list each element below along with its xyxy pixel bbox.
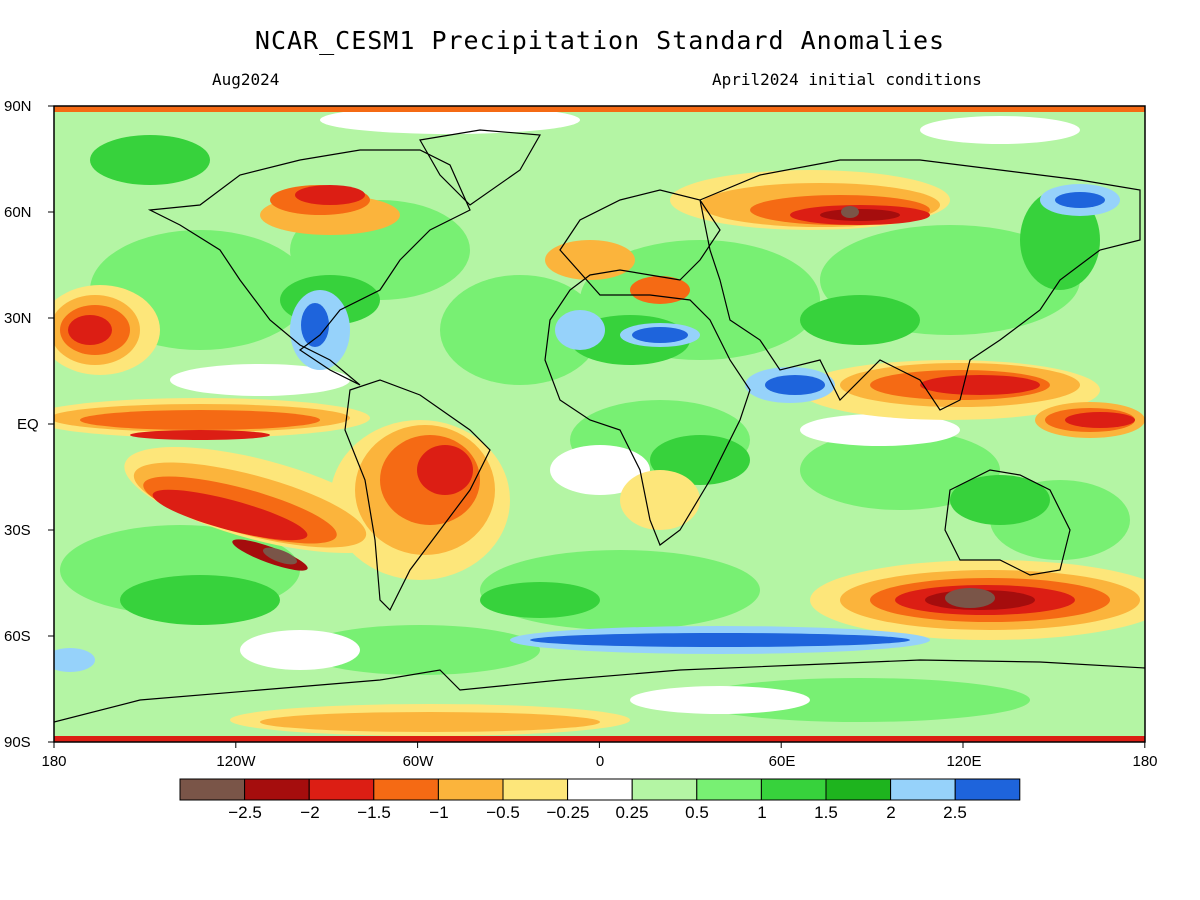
legend-swatch — [502, 778, 569, 801]
legend-label: 2.5 — [943, 803, 967, 822]
legend-swatch — [308, 778, 375, 801]
legend-label: 1 — [757, 803, 766, 822]
color-legend — [179, 778, 1021, 801]
legend-swatch — [890, 778, 956, 801]
lon-label: 60E — [769, 753, 796, 770]
lat-label: EQ — [17, 416, 39, 433]
valid-month-label: Aug2024 — [212, 70, 280, 89]
lon-label: 180 — [1132, 753, 1157, 770]
legend-label: 1.5 — [814, 803, 838, 822]
map-title: NCAR_CESM1 Precipitation Standard Anomal… — [254, 26, 946, 55]
lat-label: 30N — [4, 310, 32, 327]
legend-label: 0.25 — [615, 803, 648, 822]
legend-label: −2 — [300, 803, 319, 822]
legend-label: −1 — [429, 803, 448, 822]
legend-label: −1.5 — [357, 803, 391, 822]
legend-swatch — [760, 778, 827, 801]
legend-swatch — [954, 778, 1021, 801]
legend-swatch — [631, 778, 698, 801]
lon-label: 120W — [216, 753, 256, 770]
lon-label: 120E — [946, 753, 981, 770]
lat-label: 60N — [4, 204, 32, 221]
lat-label: 90N — [4, 98, 32, 115]
axis-ticks — [48, 105, 1146, 748]
lon-label: 180 — [41, 753, 66, 770]
legend-swatch — [373, 778, 439, 801]
lat-label: 30S — [4, 522, 31, 539]
lat-label: 90S — [4, 734, 31, 751]
legend-swatch — [179, 778, 246, 801]
coastlines — [54, 129, 1145, 723]
init-conditions-label: April2024 initial conditions — [712, 70, 982, 89]
lon-label: 0 — [596, 753, 604, 770]
legend-label: −2.5 — [228, 803, 262, 822]
legend-label: 0.5 — [685, 803, 709, 822]
legend-swatch — [696, 778, 762, 801]
legend-swatch — [825, 778, 892, 801]
legend-swatch — [567, 778, 633, 801]
legend-label: −0.5 — [486, 803, 520, 822]
lon-label: 60W — [403, 753, 435, 770]
legend-swatch — [244, 778, 310, 801]
legend-label: −0.25 — [546, 803, 589, 822]
anomaly-field — [54, 106, 1145, 742]
lat-label: 60S — [4, 628, 31, 645]
legend-label: 2 — [886, 803, 895, 822]
legend-swatch — [437, 778, 504, 801]
